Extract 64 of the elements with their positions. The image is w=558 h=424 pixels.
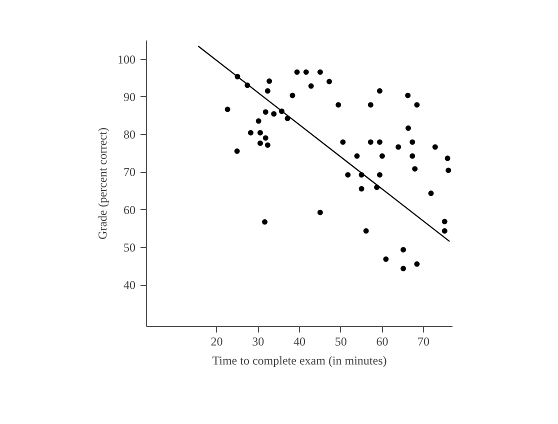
point	[264, 142, 270, 148]
y-tick-label: 50	[124, 240, 136, 254]
point	[354, 153, 360, 159]
point	[264, 88, 270, 94]
y-tick-label: 80	[124, 128, 136, 142]
point	[271, 111, 277, 117]
point	[396, 144, 402, 150]
x-axis-title: Time to complete exam (in minutes)	[212, 354, 387, 368]
y-tick-label: 60	[124, 202, 136, 217]
point	[376, 88, 382, 94]
point	[336, 102, 342, 108]
point	[303, 69, 309, 75]
y-tick-label: 90	[124, 90, 136, 104]
point	[446, 168, 452, 174]
x-tick-label: 60	[376, 334, 388, 348]
point	[257, 130, 263, 136]
x-tick-label: 40	[294, 334, 306, 348]
point	[248, 130, 254, 136]
x-tick-label: 70	[418, 334, 430, 348]
point	[432, 144, 438, 150]
point	[224, 106, 230, 112]
point	[290, 92, 296, 98]
point	[410, 139, 416, 145]
y-tick-label: 40	[124, 278, 136, 292]
point	[400, 266, 406, 272]
point	[428, 190, 434, 196]
point	[294, 69, 300, 75]
x-tick-label: 20	[210, 334, 223, 348]
point	[317, 210, 323, 216]
point	[379, 153, 385, 159]
point	[358, 186, 364, 192]
point	[414, 261, 420, 267]
point	[412, 166, 418, 172]
point	[257, 140, 263, 146]
point	[262, 219, 268, 225]
point	[326, 78, 332, 84]
point	[266, 78, 272, 84]
point	[444, 156, 450, 162]
point	[376, 172, 382, 178]
point	[262, 135, 268, 141]
point	[262, 109, 268, 115]
point	[340, 139, 346, 145]
x-tick-label: 30	[252, 334, 264, 348]
point	[400, 246, 406, 252]
y-axis-title: Grade (percent correct)	[96, 128, 110, 240]
point	[442, 218, 448, 224]
point	[363, 228, 369, 234]
point	[383, 256, 389, 262]
point	[406, 125, 412, 131]
x-tick-label: 50	[334, 334, 347, 348]
point	[308, 83, 314, 89]
point	[345, 172, 351, 178]
y-tick-label: 70	[124, 165, 136, 180]
point	[410, 153, 416, 159]
point	[405, 92, 411, 98]
point	[368, 102, 374, 108]
y-tick-label: 100	[118, 52, 136, 66]
point	[376, 139, 382, 145]
point	[414, 102, 420, 108]
point	[368, 139, 374, 145]
point	[317, 69, 323, 75]
point	[256, 118, 262, 124]
point	[442, 228, 448, 234]
point	[234, 148, 240, 154]
